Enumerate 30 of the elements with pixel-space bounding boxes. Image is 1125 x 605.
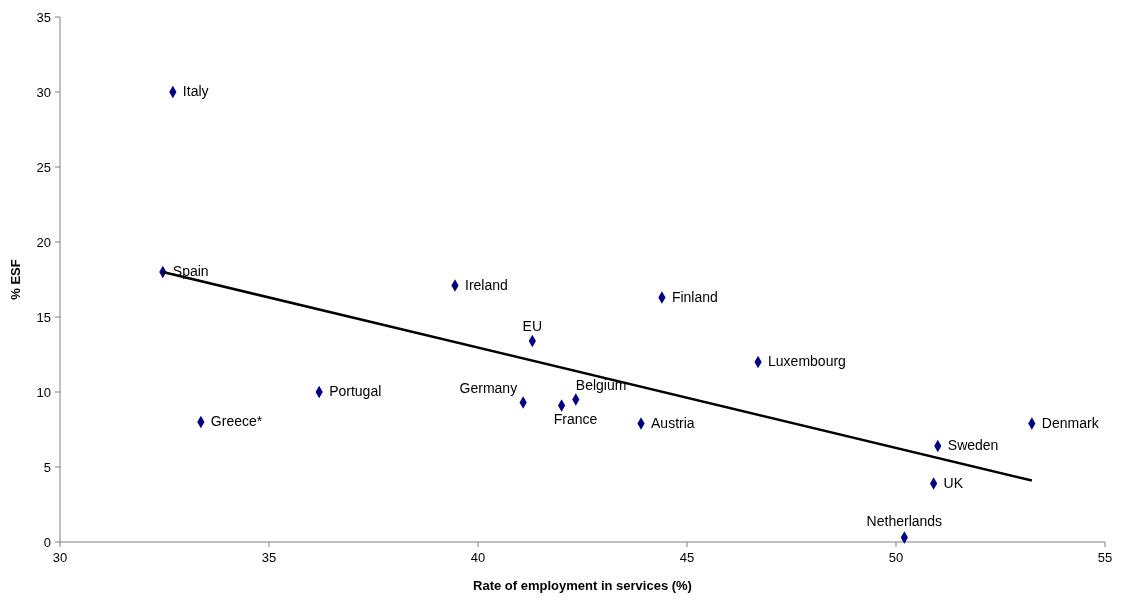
annotation: Germany — [459, 379, 518, 396]
annotation: Belgium — [575, 376, 627, 393]
annotation: France — [553, 410, 598, 427]
annotation: Austria — [651, 414, 695, 431]
y-tick-label: 0 — [43, 534, 51, 550]
annotation: Netherlands — [866, 512, 943, 529]
y-tick-label: 15 — [36, 309, 51, 325]
x-tick-label: 45 — [679, 550, 695, 565]
y-tick-label: 20 — [36, 234, 51, 250]
x-tick-label: 55 — [1097, 550, 1113, 565]
annotation: EU — [522, 318, 543, 334]
annotation: UK — [943, 474, 964, 491]
annotation: Ireland — [465, 276, 508, 293]
x-tick-label: 50 — [888, 550, 904, 565]
annotation: Greece* — [210, 413, 263, 429]
annotation: Finland — [671, 288, 718, 305]
y-tick-label: 25 — [36, 159, 51, 175]
y-tick-label: 35 — [36, 9, 51, 25]
annotation: Sweden — [947, 437, 999, 453]
annotation: Portugal — [329, 383, 382, 399]
x-axis-title: Rate of employment in services (%) — [473, 578, 692, 593]
y-axis-title: % ESF — [8, 259, 23, 300]
y-tick-label: 5 — [43, 459, 51, 475]
y-tick-label: 30 — [36, 84, 51, 100]
x-tick-label: 35 — [261, 550, 277, 565]
y-tick-label: 10 — [36, 384, 51, 400]
annotation: Luxembourg — [768, 353, 846, 369]
annotation: Denmark — [1041, 414, 1100, 431]
x-tick-label: 40 — [470, 550, 486, 565]
annotation: Italy — [182, 83, 209, 99]
